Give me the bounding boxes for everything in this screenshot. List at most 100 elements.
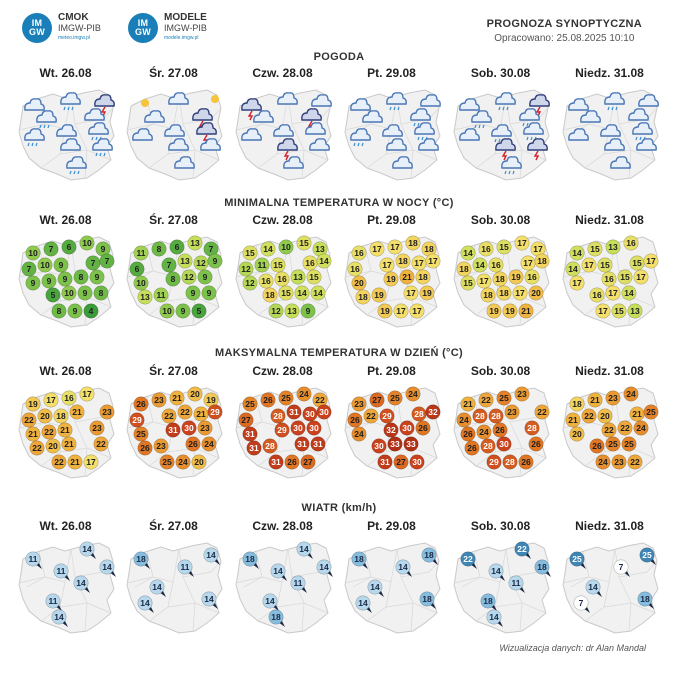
value-label: 18: [640, 594, 650, 604]
value-label: 14: [82, 544, 92, 554]
value-marker: 17: [520, 255, 536, 271]
value-label: 9: [31, 278, 36, 288]
value-marker: 17: [409, 303, 425, 319]
value-label: 7: [49, 244, 54, 254]
value-label: 13: [180, 256, 190, 266]
value-marker: 17: [411, 255, 427, 271]
value-label: 18: [424, 550, 434, 560]
value-label: 25: [642, 550, 652, 560]
value-label: 24: [636, 423, 646, 433]
value-marker: 13: [290, 269, 306, 285]
value-marker: 22: [29, 440, 45, 456]
partly-cloudy-icon: [253, 110, 274, 123]
value-label: 14: [206, 550, 216, 560]
value-marker: 20: [597, 408, 613, 424]
value-marker: 25: [496, 390, 512, 406]
value-marker: 28: [488, 408, 504, 424]
value-marker: 22: [534, 404, 550, 420]
cloudy-icon: [362, 110, 383, 123]
region-border: [562, 123, 590, 131]
value-label: 17: [396, 306, 406, 316]
value-label: 26: [350, 415, 360, 425]
day-label: Niedz. 31.08: [575, 519, 644, 533]
min_temp-day-panel: Czw. 28.08 15 14 10 15 13 12 11 15 16 14 12 16 16 13 15…: [229, 213, 336, 341]
partly-cloudy-icon: [132, 128, 153, 141]
value-label: 28: [414, 409, 424, 419]
value-marker: 17: [605, 285, 621, 301]
value-marker: 31: [294, 436, 310, 452]
value-marker: 25: [387, 390, 403, 406]
value-label: 16: [64, 393, 74, 403]
value-label: 13: [287, 306, 297, 316]
value-label: 7: [91, 258, 96, 268]
value-marker: 7: [573, 595, 590, 613]
value-marker: 18: [262, 287, 278, 303]
value-label: 27: [372, 395, 382, 405]
value-label: 33: [390, 439, 400, 449]
poland-map: 25 25 7 14 7 18: [559, 537, 661, 637]
value-marker: 14: [73, 575, 90, 593]
poland-map: 14 15 13 16 14 17 15 15 17 17 16 15 17 16 17 14 17 15 13: [559, 231, 661, 331]
cmok-logo[interactable]: IM GW CMOK IMGW-PIB meteo.imgw.pl: [22, 13, 101, 43]
partly-cloudy-icon: [459, 128, 480, 141]
value-marker: 21: [399, 269, 415, 285]
value-label: 14: [398, 562, 408, 572]
value-marker: 30: [316, 404, 332, 420]
value-marker: 16: [623, 235, 639, 251]
value-marker: 17: [569, 275, 585, 291]
value-label: 25: [572, 554, 582, 564]
value-marker: 14: [296, 541, 313, 559]
value-marker: 9: [89, 269, 105, 285]
value-marker: 25: [569, 551, 586, 569]
value-label: 15: [245, 248, 255, 258]
value-label: 28: [273, 411, 283, 421]
value-marker: 15: [629, 255, 645, 271]
value-label: 21: [521, 306, 531, 316]
value-marker: 11: [25, 551, 42, 569]
value-marker: 27: [238, 412, 254, 428]
poland-map-outline: [18, 542, 115, 634]
value-marker: 31: [286, 404, 302, 420]
value-marker: 8: [73, 269, 89, 285]
value-label: 22: [517, 544, 527, 554]
modele-logo[interactable]: IM GW MODELE IMGW-PIB modele.imgw.pl: [128, 13, 207, 43]
value-marker: 17: [43, 392, 59, 408]
day-label: Śr. 27.08: [149, 364, 198, 378]
value-label: 28: [491, 411, 501, 421]
day-label: Sob. 30.08: [470, 519, 531, 533]
value-label: 13: [190, 238, 200, 248]
value-marker: 23: [89, 420, 105, 436]
value-marker: 21: [67, 454, 83, 470]
value-label: 33: [406, 439, 416, 449]
value-label: 20: [40, 411, 50, 421]
max_temp-day-panel: Sob. 30.08 21 22 25 23 24 28 28 23 22 26 24 26 28 26 28…: [447, 364, 554, 492]
weather-day-panel: Niedz. 31.08: [556, 66, 663, 194]
value-marker: 6: [169, 239, 185, 255]
value-label: 26: [592, 441, 602, 451]
value-label: 31: [168, 425, 178, 435]
poland-map: 18 14 11 14 14 14: [123, 537, 225, 637]
value-label: 15: [281, 288, 291, 298]
rain-icon: [92, 138, 113, 157]
partly-cloudy-icon: [305, 122, 326, 135]
value-marker: 8: [51, 303, 67, 319]
value-label: 28: [475, 411, 485, 421]
value-marker: 22: [21, 412, 37, 428]
value-marker: 17: [581, 257, 597, 273]
value-label: 25: [646, 407, 656, 417]
value-marker: 13: [284, 303, 300, 319]
value-label: 17: [517, 238, 527, 248]
rain-icon: [501, 156, 522, 175]
region-border: [59, 602, 88, 632]
value-label: 11: [294, 578, 303, 588]
rain-icon: [350, 128, 371, 147]
max-temp-row: Wt. 26.08 19 17 16 17 22 20 18 21 23 21 22 21 23 22 20 2…: [12, 364, 666, 494]
value-label: 17: [515, 288, 525, 298]
value-label: 18: [459, 264, 469, 274]
value-label: 24: [354, 429, 364, 439]
value-marker: 23: [153, 438, 169, 454]
value-label: 23: [92, 423, 102, 433]
value-label: 10: [28, 248, 38, 258]
